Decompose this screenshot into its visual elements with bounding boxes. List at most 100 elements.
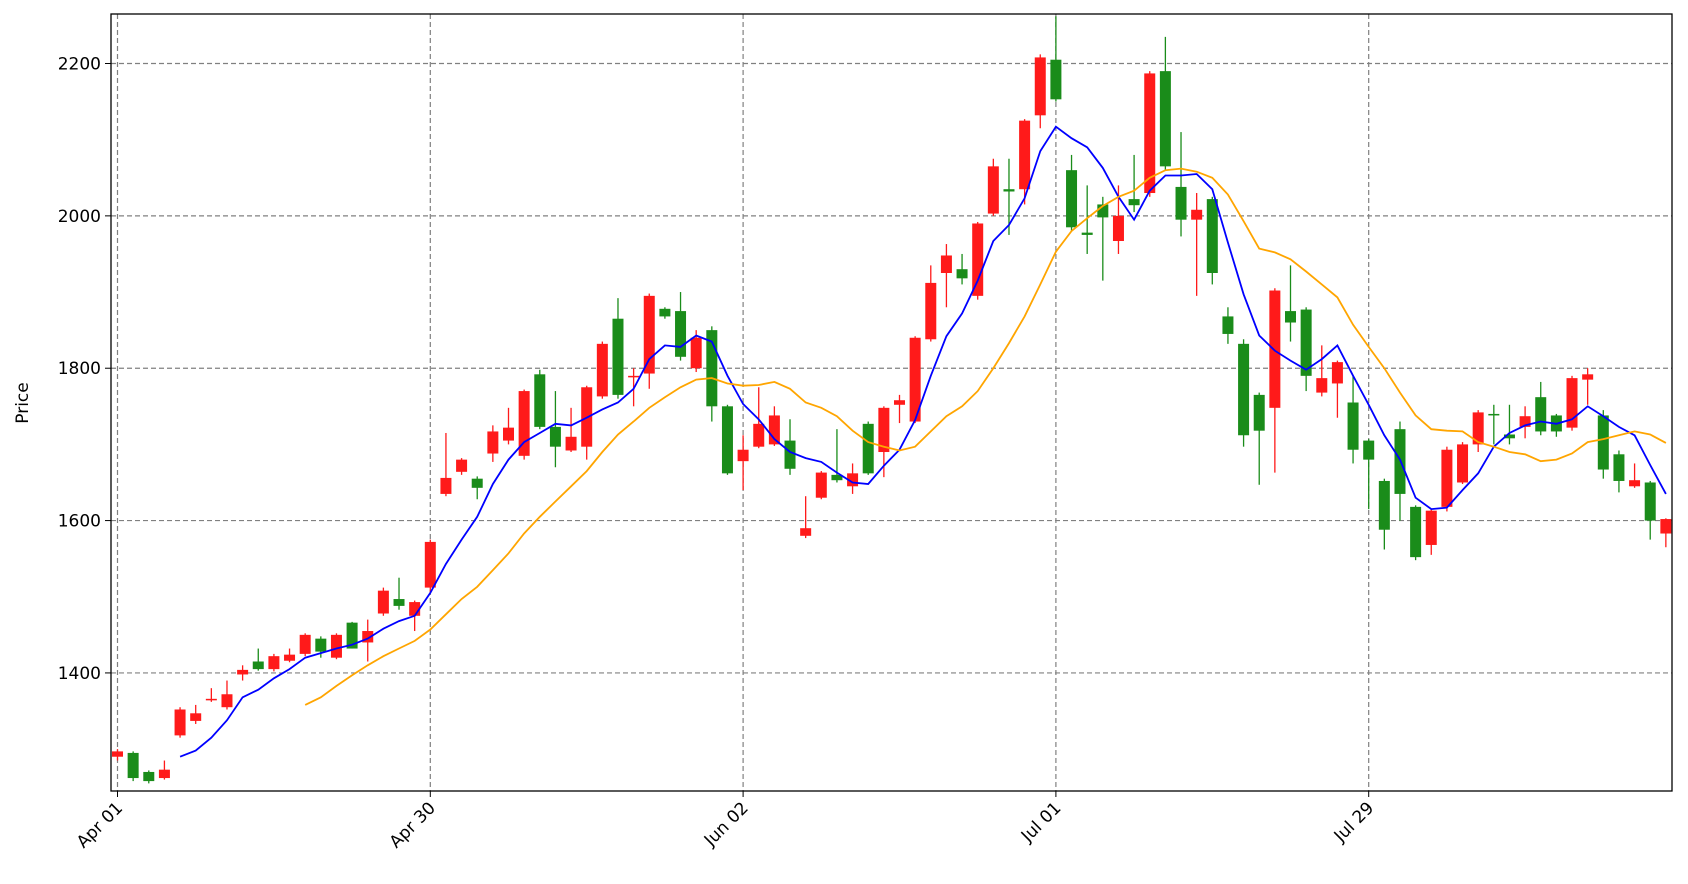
candle-body (925, 282, 937, 340)
candle-body (1300, 309, 1312, 376)
candle-body (346, 622, 358, 649)
candle-body (847, 473, 859, 487)
candle-body (596, 343, 608, 397)
candle-body (487, 431, 499, 454)
candle-body (1378, 480, 1390, 530)
candle-body (534, 374, 546, 427)
candle-body (1582, 374, 1594, 380)
candle-body (377, 590, 389, 614)
candle-body (1112, 215, 1124, 242)
candle-body (675, 311, 687, 357)
candle-body (565, 436, 577, 451)
candle-body (878, 407, 890, 453)
moving-average-line (179, 125, 1667, 758)
candle-body (1629, 480, 1641, 487)
candle-body (956, 269, 968, 279)
candle-body (252, 661, 264, 670)
candle-body (1097, 204, 1109, 218)
candle-body (1503, 434, 1515, 439)
candle-body (643, 295, 655, 374)
candle-body (1316, 378, 1328, 393)
x-tick-label: Jun 02 (700, 798, 753, 851)
candle-body (112, 751, 123, 757)
candle-body (1159, 71, 1171, 167)
candle-body (503, 427, 514, 441)
candle-body (158, 769, 170, 779)
candle-body (237, 669, 249, 675)
x-tick-label: Apr 01 (73, 798, 127, 852)
candle-body (1034, 57, 1046, 116)
candle-body (831, 474, 843, 481)
candle-body (518, 391, 530, 456)
candle-body (659, 308, 671, 317)
plot-frame (110, 13, 1673, 792)
candle-body (1613, 454, 1625, 481)
candle-body (1253, 394, 1265, 431)
candle-body (268, 656, 280, 670)
candle-body (909, 337, 921, 422)
candle-body (1285, 311, 1296, 323)
candle-body (1128, 199, 1140, 206)
candle-body (1144, 73, 1156, 194)
candle-body (205, 698, 217, 701)
candle-body (1441, 449, 1453, 507)
candle-body (972, 223, 984, 296)
candle-body (143, 771, 155, 782)
candle-body (284, 654, 296, 661)
y-axis-label: Price (13, 382, 33, 423)
candle-body (1660, 519, 1672, 534)
candle-body (737, 449, 749, 462)
candle-body (1535, 397, 1547, 432)
candle-body (549, 426, 561, 447)
candle-body (706, 330, 718, 407)
candle-body (1566, 378, 1578, 428)
candle-body (315, 638, 327, 652)
candle-body (1425, 510, 1437, 545)
candle-body (1363, 440, 1375, 460)
candle-body (612, 318, 624, 395)
y-tick-label: 2200 (58, 55, 101, 75)
candle-body (471, 478, 483, 488)
x-tick-label: Jul 29 (1330, 798, 1378, 846)
x-tick-label: Jul 01 (1017, 798, 1065, 846)
candle-body (1597, 415, 1609, 470)
candle-body (987, 166, 999, 214)
candle-body (628, 375, 640, 378)
candle-body (1238, 343, 1250, 436)
candle-body (1066, 170, 1078, 228)
candle-body (800, 528, 812, 536)
candle-body (330, 634, 342, 658)
candle-body (1050, 59, 1062, 100)
candle-body (690, 337, 702, 369)
candle-body (862, 423, 874, 474)
candle-body (1175, 186, 1187, 220)
candle-body (1410, 506, 1422, 558)
candle-body (456, 459, 468, 472)
candle-body (753, 423, 765, 447)
candle-body (127, 752, 139, 779)
candle-body (768, 415, 780, 445)
y-tick-label: 1400 (58, 664, 101, 684)
candle-body (1222, 316, 1234, 334)
y-tick-label: 1800 (58, 359, 101, 379)
candle-body (940, 255, 952, 273)
moving-average-line (304, 167, 1667, 706)
candle-body (1003, 189, 1015, 192)
candle-body (362, 631, 374, 643)
candle-body (1347, 402, 1359, 450)
y-tick-label: 1600 (58, 512, 101, 532)
candle-body (1457, 444, 1469, 483)
candle-body (1081, 232, 1093, 235)
candle-body (1206, 199, 1218, 273)
candle-body (894, 400, 905, 405)
candle-body (299, 634, 311, 654)
y-tick-label: 2000 (58, 207, 101, 227)
candle-body (190, 713, 202, 721)
candle-body (815, 472, 827, 498)
candle-body (409, 602, 421, 616)
candle-body (784, 440, 796, 469)
candle-body (174, 709, 186, 736)
candle-body (721, 406, 733, 474)
candle-body (1269, 290, 1281, 408)
